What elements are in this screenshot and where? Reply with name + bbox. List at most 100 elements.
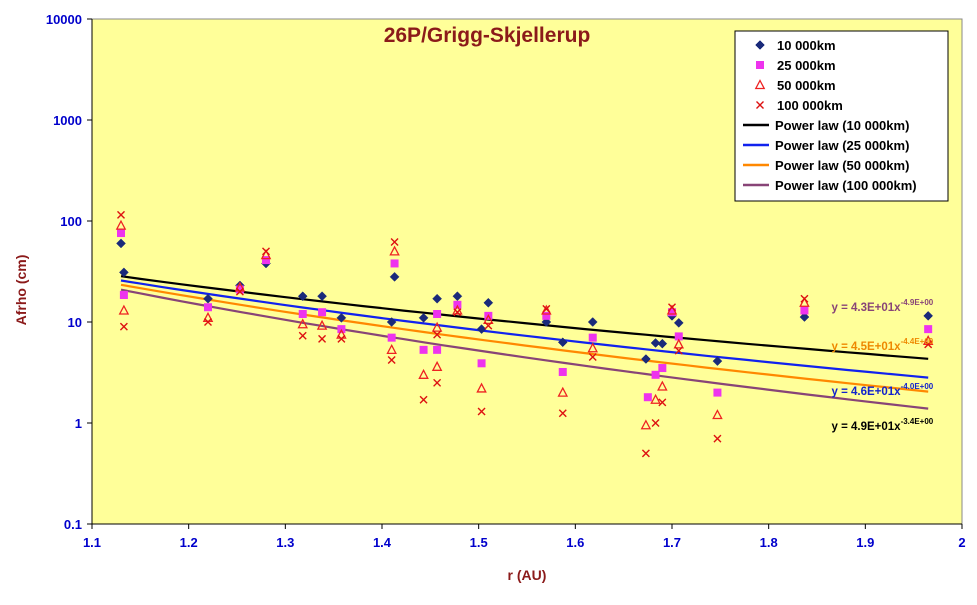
data-point [476,382,487,393]
x-tick-label: 1.4 [373,535,392,550]
equation-layer: y = 4.9E+01x-3.4E+00 y = 4.6E+01x-4.0E+00… [832,298,934,433]
fit-line [120,283,929,393]
data-point [390,237,399,246]
data-point [389,245,400,256]
data-point [641,354,651,364]
legend-marker [756,101,764,109]
data-point [588,353,597,362]
x-tick-label: 1.7 [663,535,681,550]
data-point [419,345,428,354]
data-point [483,313,494,325]
data-point [433,330,442,339]
legend: 10 000km 25 000km 50 000km 100 000km Power l… [734,30,949,202]
data-point [650,393,661,404]
data-point [641,449,650,458]
data-point [433,378,442,387]
data-point [713,388,722,397]
legend-entry: Power law (100 000km) [775,178,917,193]
data-point [317,291,327,302]
data-point [651,419,660,427]
legend-marker [755,40,765,50]
data-point [297,291,308,302]
x-tick-label: 1.2 [180,535,198,550]
data-point [640,419,652,430]
legend-entry: 10 000km [777,38,836,53]
data-point [483,297,494,308]
data-point [386,343,397,354]
data-point [924,340,933,349]
chart-title: 26P/Grigg-Skjellerup [384,24,591,47]
data-point [116,238,126,249]
data-point [297,318,309,329]
data-point [432,293,442,304]
data-point [390,259,399,268]
y-tick-label: 1000 [53,113,82,128]
data-point [542,304,551,313]
data-point [558,409,567,418]
data-point [587,342,599,353]
data-point [673,318,684,328]
fit-equation: y = 4.5E+01x-4.4E+00 [832,337,934,353]
data-point [204,303,212,312]
data-point [433,345,442,354]
legend-entry: Power law (10 000km) [775,118,909,133]
y-tick-label: 10 [68,315,82,330]
data-point [119,267,129,278]
data-point [433,310,442,319]
fit-equation: y = 4.3E+01x-4.9E+00 [832,298,934,314]
data-point [668,303,676,312]
data-point [651,370,660,379]
data-point [431,321,443,332]
data-point [318,334,327,343]
y-tick-label: 1 [75,416,82,431]
legend-box [734,30,949,202]
data-point [262,247,270,256]
data-point [658,398,667,407]
fit-line [120,288,929,410]
legend-entry: Power law (25 000km) [775,138,909,153]
legend-entry: 50 000km [777,78,836,93]
x-tick-label: 1.1 [83,535,101,550]
data-point [418,368,429,379]
fit-line [120,279,929,379]
fit-lines-layer [120,275,929,410]
legend-entry: 100 000km [777,98,843,113]
data-point [477,359,486,368]
data-point [800,306,809,315]
data-point [119,322,128,331]
data-point [260,249,272,260]
x-tick-label: 2 [958,535,965,550]
data-point [389,271,400,282]
data-point [588,333,597,342]
legend-entry: 25 000km [777,58,836,73]
data-point [419,395,428,404]
data-points-layer [115,210,934,458]
x-tick-label: 1.9 [856,535,874,550]
y-axis-title: Afrho (cm) [13,255,29,326]
x-axis-title: r (AU) [508,567,547,583]
data-point [476,324,487,334]
data-point [118,304,130,315]
data-point [674,346,683,355]
data-point [557,386,569,397]
data-point [336,312,347,323]
x-tick-label: 1.6 [566,535,584,550]
data-point [115,219,127,230]
data-point [386,317,397,327]
data-point [235,285,244,294]
y-tick-label: 10000 [46,12,82,27]
legend-entry: Power law (50 000km) [775,158,909,173]
data-point [203,293,213,304]
data-point [557,337,568,348]
data-point [668,308,676,317]
data-point [387,356,396,365]
data-point [657,338,668,349]
data-point [799,296,810,307]
data-point [558,367,567,376]
data-point [262,256,270,265]
data-point [453,308,462,317]
data-point [204,318,212,326]
data-point [674,332,683,341]
data-point [799,312,810,322]
